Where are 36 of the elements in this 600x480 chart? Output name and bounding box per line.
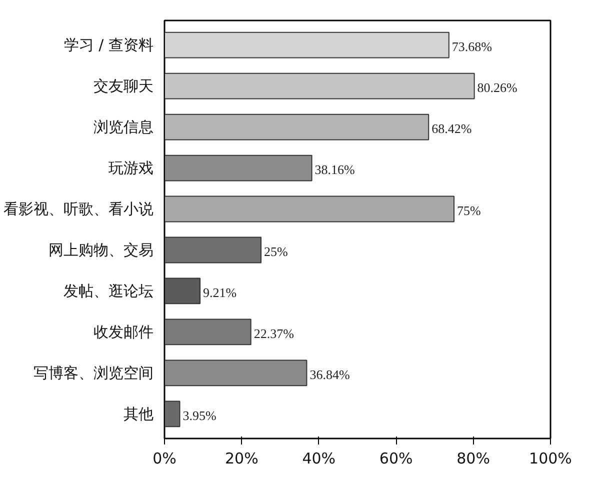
data-label: 9.21%	[203, 284, 237, 300]
y-tick-label: 交友聊天	[94, 77, 154, 96]
data-label: 38.16%	[314, 162, 356, 178]
y-tick-label: 网上购物、交易	[48, 240, 154, 259]
data-label: 36.84%	[310, 366, 350, 382]
data-label: 75%	[457, 203, 481, 218]
bar	[164, 278, 201, 304]
x-tick-label: 20%	[225, 450, 258, 468]
bar	[164, 114, 430, 140]
bar	[164, 400, 180, 428]
bar	[164, 154, 312, 182]
data-label: 80.26%	[477, 80, 518, 96]
x-tick-label: 60%	[379, 450, 413, 468]
y-tick-label: 写博客、浏览空间	[34, 364, 154, 382]
data-label: 25%	[264, 244, 288, 259]
bar	[164, 72, 475, 100]
x-tick-label: 100%	[529, 450, 572, 468]
x-tick-label: 80%	[456, 450, 490, 468]
bar	[164, 318, 252, 346]
bar	[164, 360, 308, 386]
data-label: 3.95%	[182, 408, 216, 423]
y-tick-label: 其他	[124, 404, 154, 423]
y-tick-label: 收发邮件	[94, 322, 154, 341]
bar	[164, 32, 450, 58]
data-label: 22.37%	[254, 326, 294, 341]
bar	[164, 236, 262, 264]
y-tick-label: 看影视、听歌、看小说	[4, 200, 154, 218]
x-tick-label: 0%	[152, 450, 176, 468]
y-tick-label: 浏览信息	[94, 118, 154, 136]
bar	[164, 196, 454, 222]
x-tick-label: 40%	[302, 450, 336, 468]
data-label: 68.42%	[432, 121, 472, 136]
y-tick-label: 玩游戏	[108, 159, 154, 178]
data-label: 73.68%	[452, 39, 492, 54]
y-tick-label: 发帖、逛论坛	[64, 282, 154, 300]
y-tick-label: 学习 / 查资料	[64, 36, 154, 54]
